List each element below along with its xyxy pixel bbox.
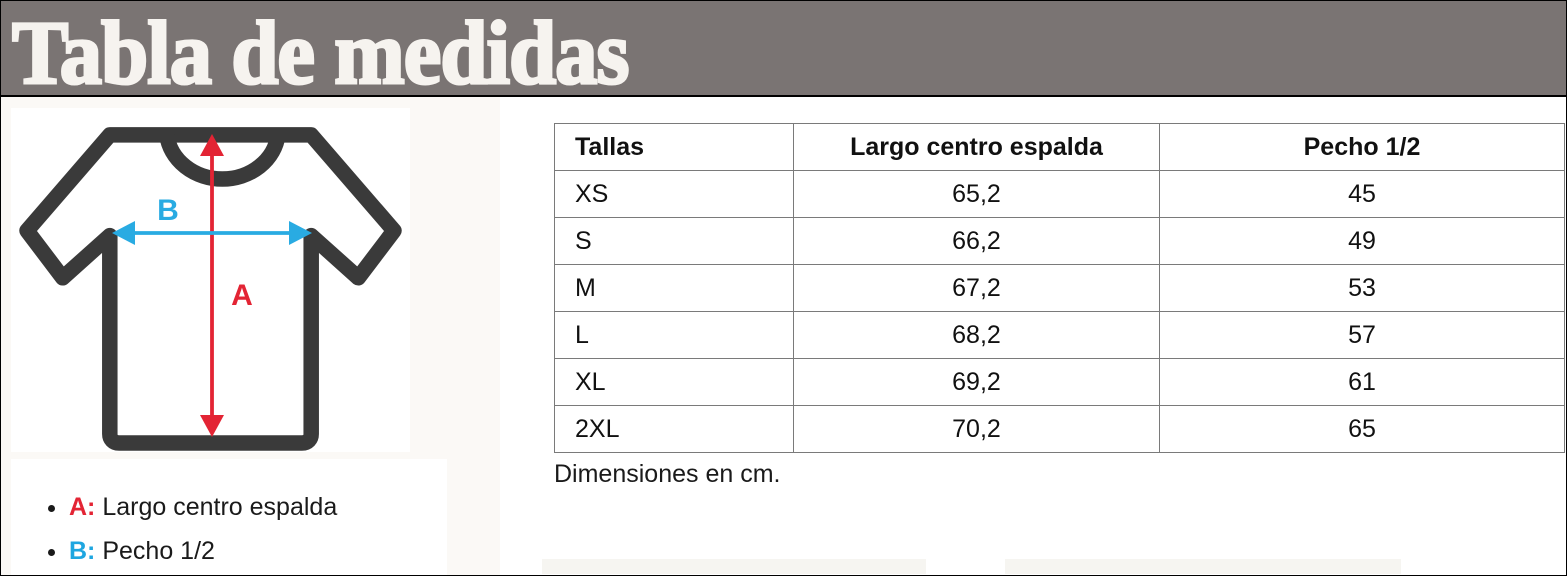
svg-text:B: B: [157, 194, 179, 227]
svg-text:A: A: [231, 279, 253, 312]
